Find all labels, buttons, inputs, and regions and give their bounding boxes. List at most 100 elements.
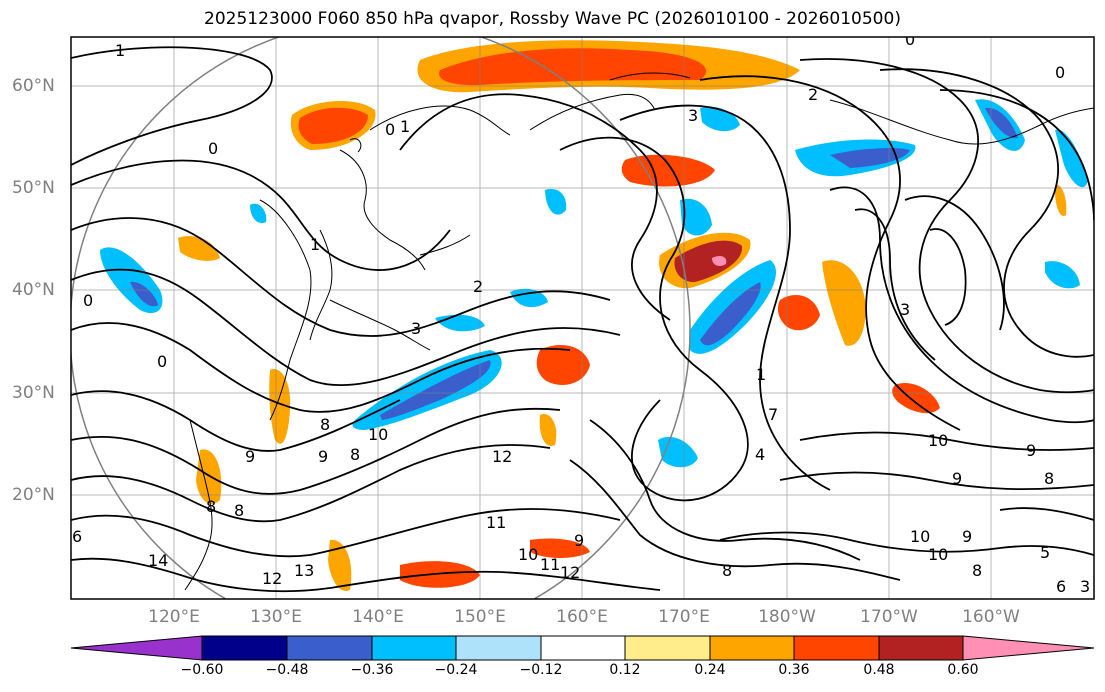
contour-label: 10 [518, 545, 538, 564]
contour-label: 14 [148, 551, 168, 570]
contour-label: 6 [1056, 577, 1066, 596]
map-title: 2025123000 F060 850 hPa qvapor, Rossby W… [204, 9, 901, 29]
positive-anomaly [892, 382, 940, 414]
contour-label: 10 [368, 425, 388, 444]
contour-label: 3 [688, 106, 698, 125]
contour-label: 0 [905, 30, 915, 49]
positive-anomaly [196, 449, 222, 504]
colorbar-segment [878, 635, 964, 661]
positive-anomaly [777, 295, 820, 331]
positive-anomaly [674, 240, 743, 283]
lon-label-140e: 140°E [352, 607, 404, 627]
contour-label: 10 [928, 545, 948, 564]
contour-label: 1 [115, 41, 125, 60]
contour-label: 8 [206, 497, 216, 516]
colorbar-tick: 0.36 [778, 662, 810, 678]
negative-anomaly [830, 147, 910, 168]
contour-label: 10 [910, 527, 930, 546]
negative-anomaly [130, 281, 158, 307]
map-graticule [71, 37, 1094, 599]
contour-label: 0 [157, 352, 167, 371]
contour-label: 0 [208, 139, 218, 158]
contour-label: 1 [310, 235, 320, 254]
contour-label: 0 [83, 291, 93, 310]
contour-label: 5 [1040, 543, 1050, 562]
lon-label-170e: 170°E [658, 607, 710, 627]
lon-label-120e: 120°E [148, 607, 200, 627]
positive-anomaly [298, 107, 368, 144]
positive-anomaly [539, 414, 557, 446]
contour-label: 2 [473, 277, 483, 296]
contour-label: 12 [560, 563, 580, 582]
negative-anomaly [985, 107, 1018, 139]
colorbar-segment [201, 635, 288, 661]
positive-anomaly [822, 260, 866, 346]
positive-anomaly [269, 369, 291, 444]
lat-label-50n: 50°N [12, 178, 55, 198]
positive-anomaly [536, 345, 590, 385]
lat-label-40n: 40°N [12, 280, 55, 300]
colorbar-tick: −0.24 [434, 662, 478, 678]
contour-label: 8 [234, 501, 244, 520]
contour-label: 0 [1055, 63, 1065, 82]
positive-anomaly [178, 236, 220, 261]
lon-label-150e: 150°E [454, 607, 506, 627]
lon-label-160e: 160°E [556, 607, 608, 627]
lon-label-170w: 170°W [860, 607, 918, 627]
negative-anomaly [435, 314, 485, 332]
colorbar-lower-extend [70, 635, 203, 661]
colorbar-segment [540, 635, 626, 661]
colorbar-segment [371, 635, 457, 661]
contour-label: 8 [1044, 469, 1054, 488]
colorbar-upper-extend [962, 635, 1095, 661]
contour-label: 8 [722, 561, 732, 580]
anomaly-fill-layer-negative [100, 99, 1088, 468]
colorbar-segment [286, 635, 373, 661]
lon-label-180w: 180°W [758, 607, 816, 627]
colorbar-segment [624, 635, 711, 661]
colorbar-tick: −0.12 [519, 662, 563, 678]
contour-label: 2 [808, 85, 818, 104]
positive-anomaly [1054, 184, 1067, 216]
negative-anomaly [700, 282, 761, 346]
contour-label: 3 [900, 300, 910, 319]
colorbar-tick: 0.24 [694, 662, 726, 678]
contour-label: 8 [972, 561, 982, 580]
contour-label: 1 [400, 117, 410, 136]
colorbar-tick: 0.48 [863, 662, 895, 678]
contour-label: 9 [574, 531, 584, 550]
contour-lines [71, 46, 1094, 593]
contour-label: 12 [492, 447, 512, 466]
negative-anomaly [545, 188, 567, 215]
contour-labels: 1 0 0 0 0 1 1 0 3 2 3 0 3 2 9 9 8 10 8 1… [72, 30, 1090, 596]
lat-label-20n: 20°N [12, 485, 55, 505]
negative-anomaly [510, 288, 548, 308]
colorbar-segment [793, 635, 880, 661]
contour-label: 9 [245, 447, 255, 466]
colorbar-segment [709, 635, 795, 661]
contour-label: 11 [540, 555, 560, 574]
contour-label: 6 [72, 527, 82, 546]
lon-label-130e: 130°E [250, 607, 302, 627]
colorbar-tick: 0.12 [609, 662, 641, 678]
contour-label: 1 [756, 365, 766, 384]
positive-anomaly [530, 538, 590, 558]
contour-label: 9 [1026, 441, 1036, 460]
radius-circle [71, 37, 691, 599]
contour-label: 9 [318, 447, 328, 466]
coastlines [184, 72, 1094, 591]
positive-anomaly [712, 256, 727, 266]
negative-anomaly [1055, 129, 1088, 188]
negative-anomaly [250, 203, 267, 224]
contour-label: 3 [411, 319, 421, 338]
map-frame [70, 36, 1095, 600]
negative-anomaly [380, 360, 491, 420]
lat-label-60n: 60°N [12, 76, 55, 96]
contour-label: 12 [262, 569, 282, 588]
contour-label: 8 [350, 445, 360, 464]
colorbar [70, 635, 1095, 661]
lat-label-30n: 30°N [12, 383, 55, 403]
negative-anomaly [1045, 261, 1080, 289]
contour-label: 3 [1080, 577, 1090, 596]
